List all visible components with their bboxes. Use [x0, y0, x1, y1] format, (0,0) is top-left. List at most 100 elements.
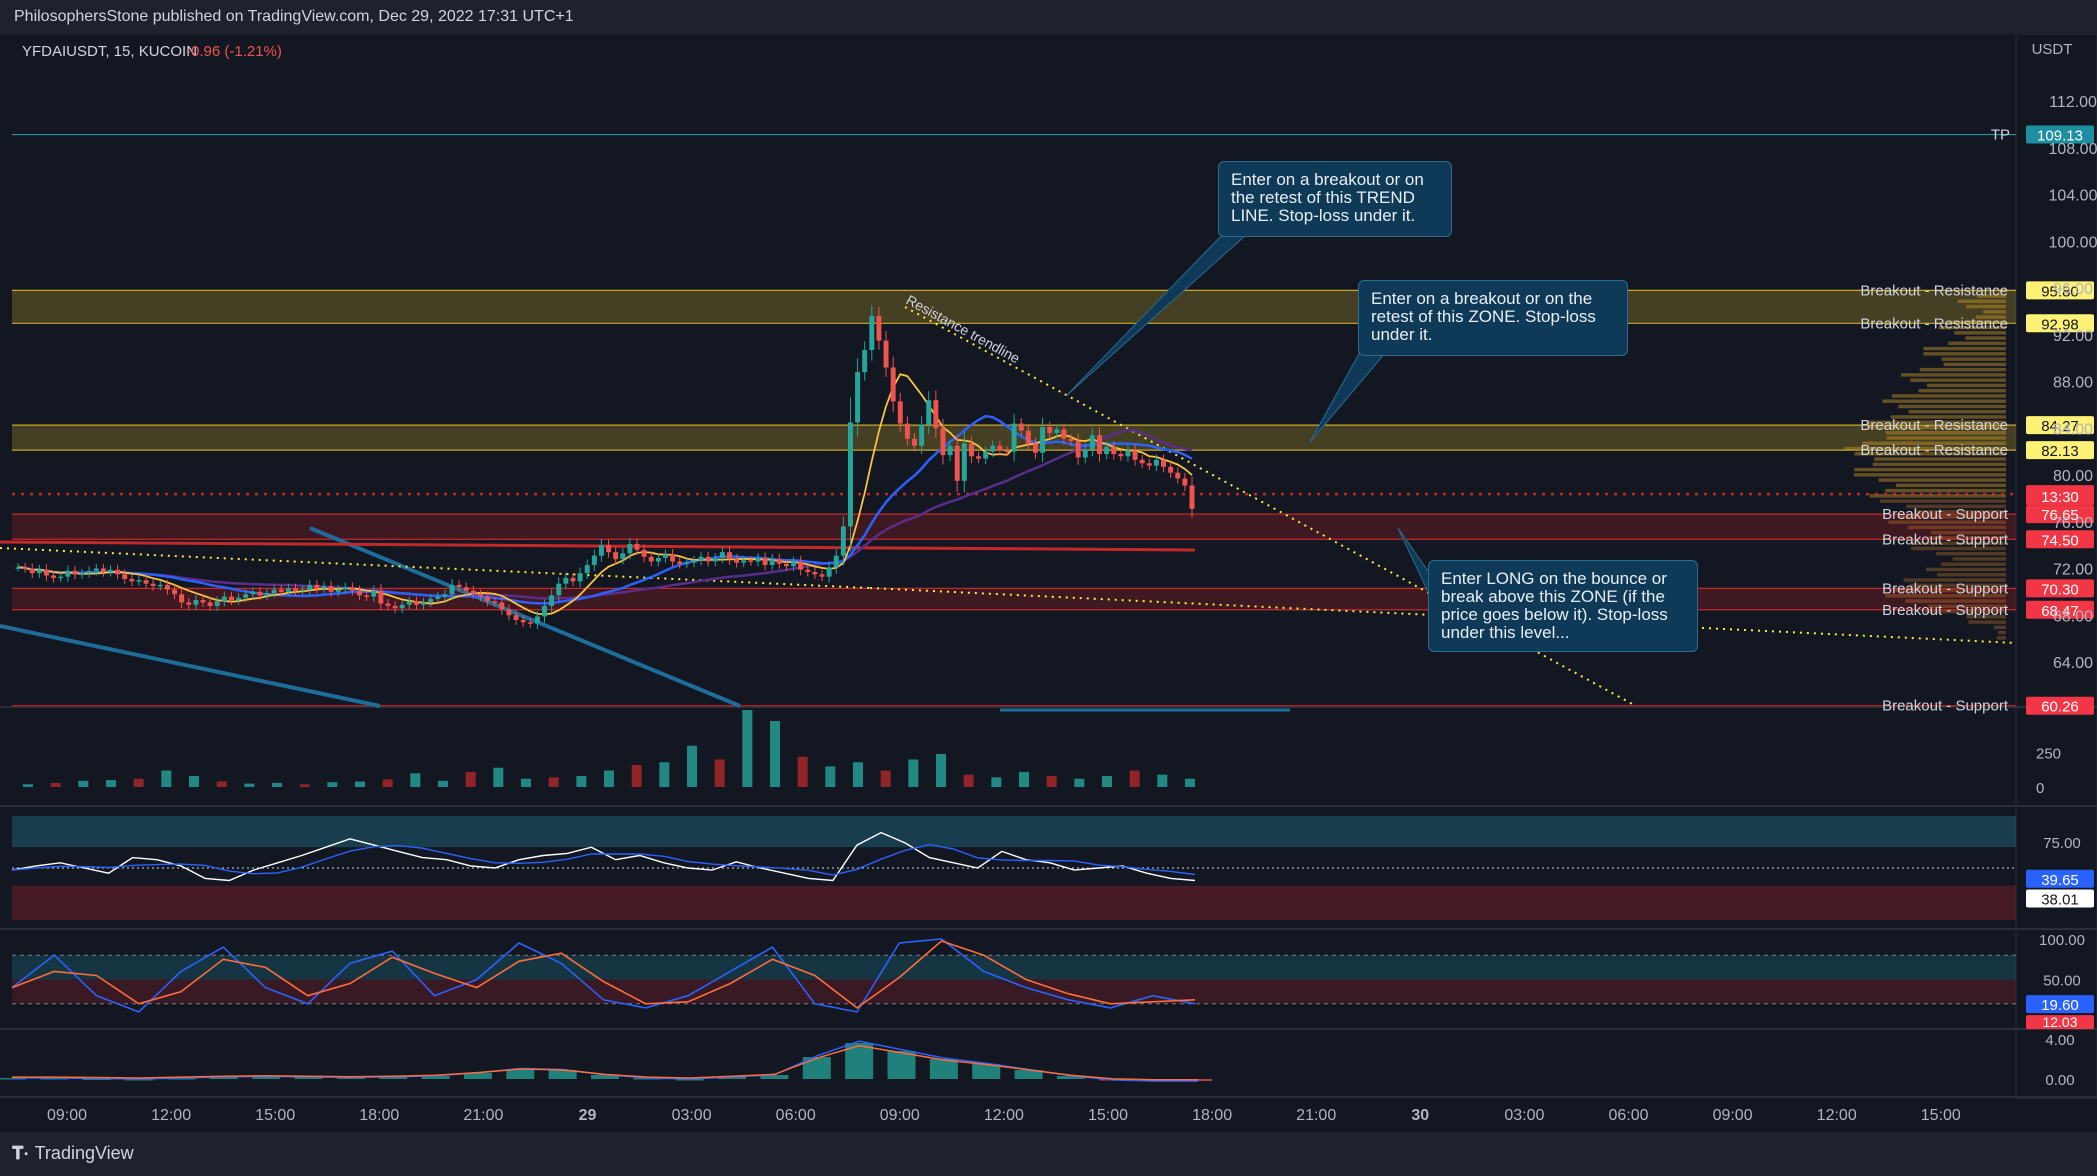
volume-profile-bar: [1931, 530, 2006, 535]
candle: [1175, 467, 1181, 484]
candle: [655, 553, 661, 567]
volume-bar: [825, 766, 836, 787]
tradingview-logo-icon: 𝐓‧: [12, 1143, 29, 1163]
stoch-badge: [2026, 995, 2094, 1014]
volume-bar: [1046, 776, 1057, 787]
price-badge-text: 76.65: [2041, 507, 2079, 524]
volume-profile-bar: [1925, 567, 2006, 572]
support-trendline: [0, 547, 871, 589]
volume-profile-bar: [1983, 310, 2006, 314]
volume-profile-bar: [1957, 299, 2006, 304]
candle-body: [236, 597, 242, 601]
footer-bar: 𝐓‧ TradingView: [0, 1132, 2097, 1176]
candle-body: [1146, 463, 1152, 466]
candle: [1047, 421, 1053, 439]
level-label: Breakout - Support: [1882, 580, 2009, 597]
volume-tick-label: 0: [2036, 780, 2044, 797]
candle: [413, 596, 419, 610]
rsi-badge-text: 38.01: [2041, 891, 2079, 908]
candle-body: [748, 560, 754, 562]
volume-profile-bar: [1885, 594, 2006, 598]
candle-body: [1111, 446, 1117, 454]
candle-body: [755, 557, 761, 562]
candle: [65, 565, 71, 582]
candle: [847, 397, 853, 552]
candle: [214, 596, 220, 611]
price-badge-text: 84.27: [2041, 418, 2079, 435]
volume-bar: [189, 776, 199, 787]
candle-body: [264, 593, 270, 596]
candle-body: [527, 622, 533, 624]
candle-body: [413, 601, 419, 605]
candle-body: [734, 559, 740, 563]
candle: [734, 554, 740, 568]
candle: [912, 433, 917, 452]
annotation-trendline[interactable]: Enter on a breakout or on the retest of …: [1218, 161, 1452, 237]
level-label: Breakout - Resistance: [1860, 315, 2008, 332]
macd-histogram-bar: [463, 1073, 492, 1079]
candle: [378, 584, 384, 611]
tradingview-logo[interactable]: 𝐓‧ TradingView: [12, 1143, 134, 1164]
stoch-tick-label: 50.00: [2043, 973, 2081, 990]
volume-bar: [521, 778, 531, 787]
candle-body: [719, 552, 725, 558]
volume-bar: [1074, 778, 1085, 787]
volume-bar: [78, 780, 89, 787]
candle-body: [912, 438, 917, 446]
candle-body: [805, 569, 811, 573]
price-badge: [2026, 314, 2094, 333]
candle-body: [1082, 449, 1088, 458]
candle: [976, 451, 982, 464]
candle-body: [577, 573, 583, 582]
level-label: Breakout - Resistance: [1860, 442, 2008, 459]
candle-body: [150, 583, 156, 587]
volume-bar: [299, 784, 310, 787]
candle: [207, 597, 213, 611]
candle: [968, 436, 974, 463]
candle-body: [72, 570, 78, 575]
candle-body: [1132, 450, 1138, 460]
candle-body: [819, 574, 825, 577]
volume-bar: [355, 781, 365, 787]
macd-histogram-bar: [167, 1078, 196, 1080]
candle-body: [862, 349, 868, 373]
candle-body: [1118, 453, 1124, 457]
candle-body: [506, 609, 512, 616]
candle: [271, 584, 277, 598]
candle-body: [598, 545, 604, 556]
volume-bar: [216, 781, 227, 787]
candle: [115, 564, 121, 580]
candle: [307, 579, 313, 595]
candle: [549, 589, 555, 613]
candle: [698, 552, 704, 566]
price-badge: [2026, 281, 2094, 300]
candle: [1189, 476, 1195, 518]
candle-body: [499, 602, 505, 610]
annotation-zone-resistance[interactable]: Enter on a breakout or on the retest of …: [1358, 280, 1628, 356]
annotation-long-zone[interactable]: Enter LONG on the bounce or break above …: [1428, 560, 1698, 652]
candle: [556, 577, 562, 602]
candle-body: [278, 589, 284, 592]
volume-bar: [576, 776, 587, 787]
candle: [1089, 428, 1095, 457]
candle: [1161, 454, 1167, 473]
volume-profile-bar: [1941, 562, 2006, 566]
time-tick-label: 21:00: [1296, 1107, 1336, 1124]
rsi-signal-line: [11, 843, 1196, 876]
candle-body: [904, 423, 910, 439]
candle: [741, 555, 747, 568]
candle: [691, 555, 697, 568]
candle-body: [65, 570, 71, 577]
symbol-legend: YFDAIUSDT, 15, KUCOIN: [22, 43, 197, 60]
stoch-tick-label: 100.00: [2039, 932, 2085, 949]
candle: [93, 563, 99, 576]
volume-profile-bar: [1918, 388, 2006, 393]
candle: [492, 596, 498, 607]
candle: [563, 572, 569, 589]
candle: [840, 516, 846, 566]
candle: [1104, 441, 1110, 460]
candle: [300, 585, 306, 596]
price-tick-label: 104.00: [2049, 188, 2097, 205]
chart-canvas[interactable]: TP 109.13 Breakout - Resistance 95.80 Breako…: [0, 34, 2097, 1132]
candle-body: [1018, 423, 1024, 431]
